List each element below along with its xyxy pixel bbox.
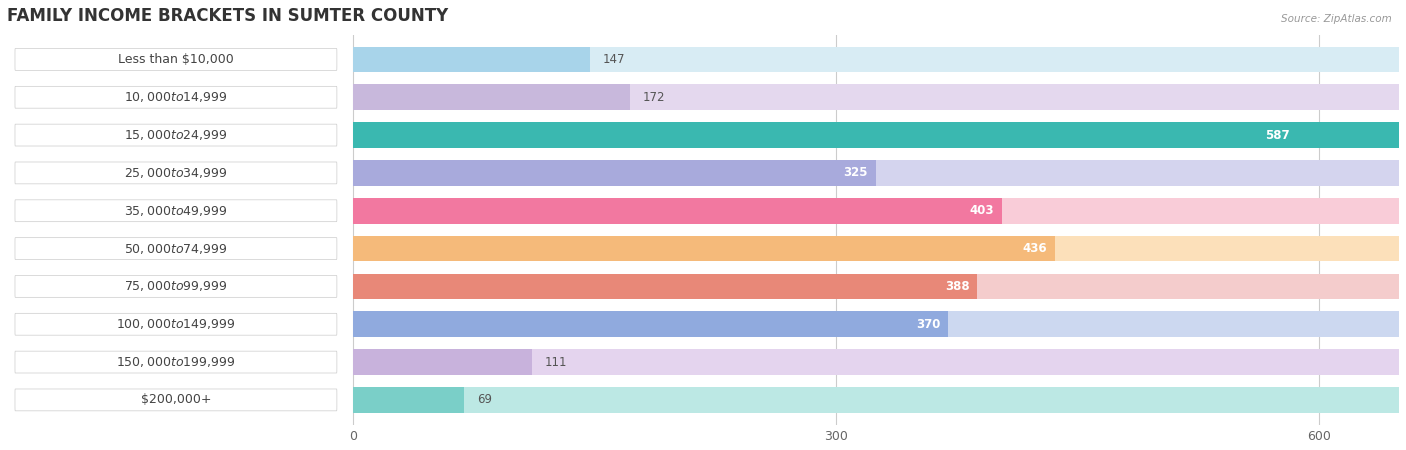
- Text: 436: 436: [1022, 242, 1046, 255]
- Text: $35,000 to $49,999: $35,000 to $49,999: [124, 204, 228, 218]
- Text: $100,000 to $149,999: $100,000 to $149,999: [117, 317, 236, 331]
- Bar: [353, 46, 589, 72]
- FancyBboxPatch shape: [15, 200, 337, 222]
- Bar: [353, 311, 1399, 337]
- Bar: [353, 387, 464, 413]
- Text: 111: 111: [544, 356, 567, 369]
- FancyBboxPatch shape: [15, 389, 337, 411]
- FancyBboxPatch shape: [15, 238, 337, 260]
- Bar: [353, 122, 1298, 148]
- Text: $75,000 to $99,999: $75,000 to $99,999: [124, 279, 228, 293]
- Text: 403: 403: [969, 204, 994, 217]
- FancyBboxPatch shape: [15, 313, 337, 335]
- Text: Source: ZipAtlas.com: Source: ZipAtlas.com: [1281, 14, 1392, 23]
- FancyBboxPatch shape: [15, 86, 337, 108]
- Bar: [353, 274, 1399, 299]
- Text: $15,000 to $24,999: $15,000 to $24,999: [124, 128, 228, 142]
- Text: FAMILY INCOME BRACKETS IN SUMTER COUNTY: FAMILY INCOME BRACKETS IN SUMTER COUNTY: [7, 7, 449, 25]
- Bar: [353, 387, 1399, 413]
- Bar: [353, 160, 1399, 186]
- Text: 172: 172: [643, 91, 665, 104]
- Text: $10,000 to $14,999: $10,000 to $14,999: [124, 90, 228, 104]
- Bar: [353, 311, 949, 337]
- Bar: [353, 85, 630, 110]
- Bar: [353, 85, 1399, 110]
- Bar: [353, 198, 1001, 224]
- Text: 147: 147: [602, 53, 624, 66]
- Text: 370: 370: [915, 318, 941, 331]
- Bar: [353, 122, 1399, 148]
- Bar: [353, 349, 531, 375]
- Bar: [353, 160, 876, 186]
- Text: 388: 388: [945, 280, 969, 293]
- FancyBboxPatch shape: [15, 124, 337, 146]
- Text: $150,000 to $199,999: $150,000 to $199,999: [117, 355, 236, 369]
- Text: 69: 69: [477, 393, 492, 406]
- Text: $25,000 to $34,999: $25,000 to $34,999: [124, 166, 228, 180]
- Bar: [353, 46, 1399, 72]
- FancyBboxPatch shape: [15, 275, 337, 297]
- Text: $50,000 to $74,999: $50,000 to $74,999: [124, 242, 228, 256]
- Bar: [353, 349, 1399, 375]
- Text: 325: 325: [844, 166, 868, 180]
- Text: Less than $10,000: Less than $10,000: [118, 53, 233, 66]
- FancyBboxPatch shape: [15, 162, 337, 184]
- FancyBboxPatch shape: [15, 49, 337, 70]
- FancyBboxPatch shape: [15, 351, 337, 373]
- Bar: [353, 274, 977, 299]
- Bar: [353, 236, 1399, 261]
- Text: 587: 587: [1265, 129, 1289, 142]
- Bar: [353, 198, 1399, 224]
- Bar: [353, 236, 1054, 261]
- Text: $200,000+: $200,000+: [141, 393, 211, 406]
